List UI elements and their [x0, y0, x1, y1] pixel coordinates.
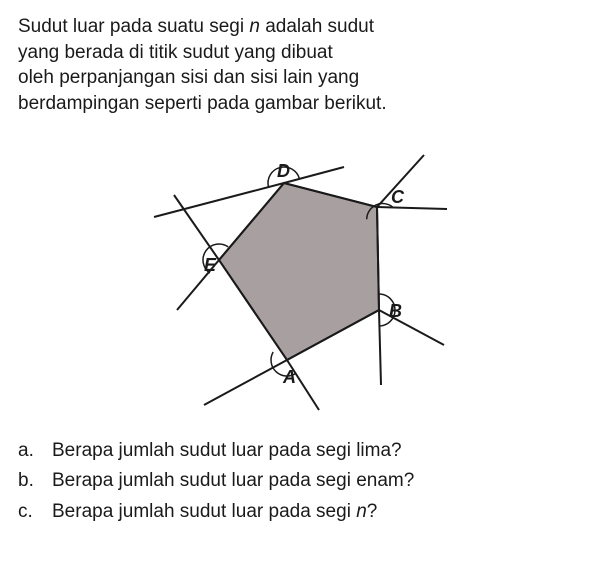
- figure-container: A B C D E: [18, 135, 580, 415]
- question-line1a: Sudut luar pada suatu segi: [18, 16, 249, 37]
- svg-text:D: D: [277, 161, 290, 181]
- question-line1b: adalah sudut: [260, 16, 374, 37]
- question-line3: oleh perpanjangan sisi dan sisi lain yan…: [18, 67, 359, 88]
- question-line2: yang berada di titik sudut yang dibuat: [18, 42, 333, 63]
- option-b: b. Berapa jumlah sudut luar pada segi en…: [18, 467, 580, 496]
- svg-text:C: C: [391, 187, 405, 207]
- svg-text:E: E: [204, 255, 217, 275]
- question-n: n: [249, 16, 260, 37]
- svg-text:A: A: [282, 367, 296, 387]
- option-a: a. Berapa jumlah sudut luar pada segi li…: [18, 437, 580, 466]
- option-a-letter: a.: [18, 437, 52, 466]
- option-c-text: Berapa jumlah sudut luar pada segi n?: [52, 498, 377, 527]
- question-text: Sudut luar pada suatu segi n adalah sudu…: [18, 14, 580, 117]
- option-c: c. Berapa jumlah sudut luar pada segi n?: [18, 498, 580, 527]
- option-b-letter: b.: [18, 467, 52, 496]
- options-list: a. Berapa jumlah sudut luar pada segi li…: [18, 437, 580, 527]
- pentagon-figure: A B C D E: [119, 135, 479, 415]
- option-c-letter: c.: [18, 498, 52, 527]
- option-b-text: Berapa jumlah sudut luar pada segi enam?: [52, 467, 414, 496]
- option-a-text: Berapa jumlah sudut luar pada segi lima?: [52, 437, 402, 466]
- svg-text:B: B: [389, 301, 402, 321]
- question-line4: berdampingan seperti pada gambar berikut…: [18, 93, 387, 114]
